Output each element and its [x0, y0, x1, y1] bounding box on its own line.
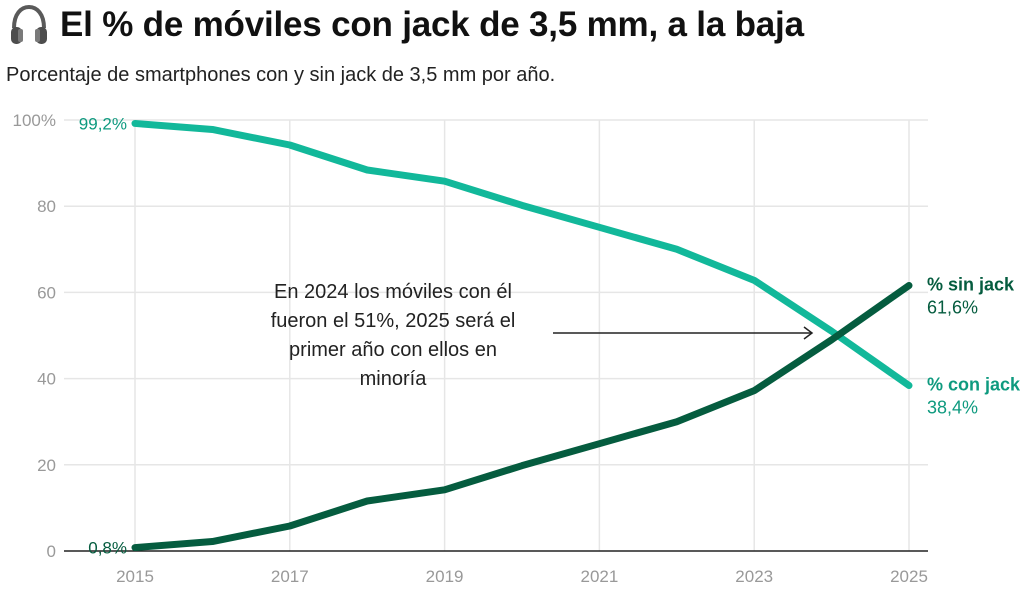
- y-tick-label: 60: [37, 283, 56, 302]
- end-label-name-con-jack: % con jack: [927, 374, 1021, 394]
- headphones-icon: [11, 4, 47, 44]
- end-label-value-con-jack: 38,4%: [927, 397, 978, 417]
- series-line-sin-jack: [131, 282, 913, 552]
- x-tick-label: 2019: [426, 567, 464, 586]
- series-line-con-jack: [131, 119, 913, 389]
- annotation-line: primer año con ellos en: [289, 339, 497, 361]
- chart-header: El % de móviles con jack de 3,5 mm, a la…: [6, 2, 804, 48]
- y-tick-label: 100%: [13, 111, 56, 130]
- series-lines: [131, 119, 913, 552]
- y-tick-label: 80: [37, 197, 56, 216]
- annotation-arrowhead: [803, 326, 814, 340]
- x-tick-label: 2017: [271, 567, 309, 586]
- x-axis-ticks: 2015 2017 2019 2021 2023 2025: [116, 567, 928, 586]
- annotation-line: minoría: [360, 368, 428, 390]
- chart-subtitle: Porcentaje de smartphones con y sin jack…: [6, 64, 556, 86]
- annotation-line: fueron el 51%, 2025 será el: [271, 310, 516, 332]
- series-labels: 99,2% % con jack 38,4% 0,8% % sin jack 61,6%: [79, 114, 1021, 557]
- annotation: En 2024 los móviles con él fueron el 51%,…: [271, 281, 814, 390]
- x-tick-label: 2021: [580, 567, 618, 586]
- y-tick-label: 20: [37, 456, 56, 475]
- y-tick-label: 0: [47, 542, 56, 561]
- y-gridlines: [64, 119, 928, 466]
- annotation-line: En 2024 los móviles con él: [274, 281, 512, 303]
- annotation-text: En 2024 los móviles con él fueron el 51%,…: [271, 281, 516, 390]
- end-label-name-sin-jack: % sin jack: [927, 275, 1015, 295]
- start-label-sin-jack: 0,8%: [88, 539, 127, 558]
- x-tick-label: 2015: [116, 567, 154, 586]
- x-tick-label: 2023: [735, 567, 773, 586]
- chart-title: El % de móviles con jack de 3,5 mm, a la…: [60, 5, 804, 44]
- y-axis-ticks: 100% 80 60 40 20 0: [13, 111, 56, 561]
- start-label-con-jack: 99,2%: [79, 114, 127, 133]
- x-tick-label: 2025: [890, 567, 928, 586]
- y-tick-label: 40: [37, 370, 56, 389]
- x-gridlines: [134, 120, 910, 551]
- end-label-value-sin-jack: 61,6%: [927, 298, 978, 318]
